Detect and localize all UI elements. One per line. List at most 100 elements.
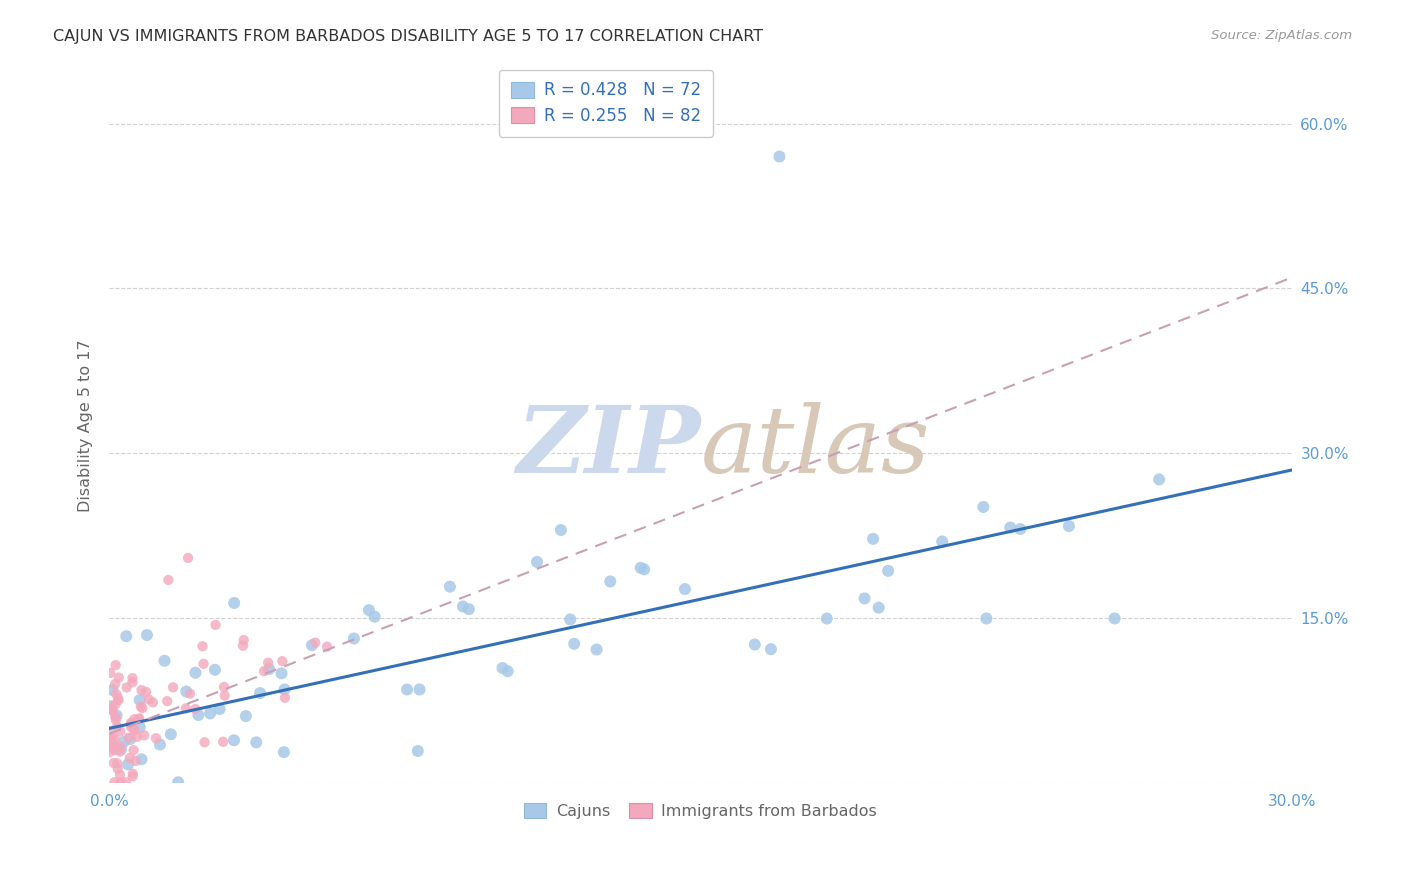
Point bbox=[101, 739, 124, 753]
Point bbox=[104, 658, 127, 673]
Point bbox=[222, 733, 245, 747]
Point bbox=[245, 735, 267, 749]
Point bbox=[118, 731, 141, 745]
Point bbox=[98, 732, 121, 747]
Point bbox=[357, 603, 380, 617]
Point bbox=[972, 500, 994, 514]
Point bbox=[304, 635, 326, 649]
Point bbox=[128, 711, 150, 725]
Point bbox=[204, 618, 226, 632]
Text: CAJUN VS IMMIGRANTS FROM BARBADOS DISABILITY AGE 5 TO 17 CORRELATION CHART: CAJUN VS IMMIGRANTS FROM BARBADOS DISABI… bbox=[53, 29, 763, 44]
Point bbox=[214, 689, 236, 703]
Text: ZIP: ZIP bbox=[516, 402, 700, 492]
Point bbox=[120, 717, 142, 731]
Point bbox=[193, 657, 215, 671]
Point bbox=[125, 730, 148, 744]
Point bbox=[101, 704, 124, 718]
Point bbox=[562, 637, 585, 651]
Point bbox=[208, 702, 231, 716]
Point bbox=[194, 735, 217, 749]
Point bbox=[585, 642, 607, 657]
Point bbox=[108, 745, 131, 759]
Point bbox=[496, 664, 519, 678]
Point bbox=[103, 756, 125, 770]
Point bbox=[122, 743, 145, 757]
Legend: Cajuns, Immigrants from Barbados: Cajuns, Immigrants from Barbados bbox=[517, 797, 883, 825]
Point bbox=[550, 523, 572, 537]
Point bbox=[406, 744, 429, 758]
Point bbox=[118, 751, 141, 765]
Point bbox=[273, 745, 295, 759]
Point bbox=[104, 710, 127, 724]
Point bbox=[131, 752, 153, 766]
Point bbox=[136, 628, 159, 642]
Point bbox=[1057, 519, 1080, 533]
Point bbox=[110, 775, 132, 789]
Point bbox=[176, 684, 198, 698]
Point bbox=[104, 677, 127, 691]
Point bbox=[124, 754, 146, 768]
Point bbox=[98, 724, 121, 739]
Point bbox=[270, 666, 292, 681]
Text: atlas: atlas bbox=[700, 402, 931, 492]
Point bbox=[174, 701, 197, 715]
Point bbox=[128, 693, 150, 707]
Point bbox=[853, 591, 876, 606]
Point bbox=[100, 702, 122, 716]
Point bbox=[120, 716, 142, 731]
Point bbox=[316, 640, 339, 654]
Point bbox=[131, 683, 153, 698]
Point bbox=[931, 534, 953, 549]
Point bbox=[235, 709, 257, 723]
Point bbox=[103, 775, 125, 789]
Point bbox=[122, 722, 145, 736]
Point bbox=[128, 712, 150, 726]
Point bbox=[162, 681, 184, 695]
Point bbox=[630, 561, 652, 575]
Point bbox=[759, 642, 782, 657]
Point bbox=[187, 708, 209, 723]
Point bbox=[131, 701, 153, 715]
Point bbox=[273, 682, 295, 697]
Point bbox=[451, 599, 474, 614]
Point bbox=[271, 654, 294, 668]
Point bbox=[98, 665, 121, 680]
Point bbox=[184, 665, 207, 680]
Point bbox=[101, 731, 124, 745]
Point bbox=[156, 694, 179, 708]
Point bbox=[633, 562, 655, 576]
Point bbox=[526, 555, 548, 569]
Point bbox=[121, 769, 143, 783]
Point bbox=[101, 736, 124, 750]
Point bbox=[153, 654, 176, 668]
Point bbox=[232, 633, 254, 648]
Point bbox=[257, 662, 280, 676]
Point bbox=[395, 682, 418, 697]
Point bbox=[104, 713, 127, 727]
Y-axis label: Disability Age 5 to 17: Disability Age 5 to 17 bbox=[79, 340, 93, 512]
Point bbox=[212, 680, 235, 694]
Point bbox=[107, 691, 129, 706]
Point bbox=[1010, 522, 1032, 536]
Point bbox=[1000, 520, 1022, 534]
Point bbox=[408, 682, 430, 697]
Point bbox=[1147, 472, 1170, 486]
Point bbox=[257, 656, 280, 670]
Point bbox=[138, 692, 160, 706]
Point bbox=[184, 702, 207, 716]
Point bbox=[104, 698, 127, 712]
Point bbox=[253, 664, 276, 678]
Point bbox=[105, 708, 128, 723]
Point bbox=[560, 612, 582, 626]
Point bbox=[122, 712, 145, 726]
Point bbox=[115, 775, 138, 789]
Point bbox=[107, 671, 129, 685]
Point bbox=[301, 638, 323, 652]
Point bbox=[110, 739, 132, 754]
Point bbox=[128, 720, 150, 734]
Point bbox=[101, 683, 124, 698]
Point bbox=[167, 775, 190, 789]
Point bbox=[120, 716, 142, 731]
Point bbox=[98, 745, 121, 759]
Point bbox=[105, 687, 128, 701]
